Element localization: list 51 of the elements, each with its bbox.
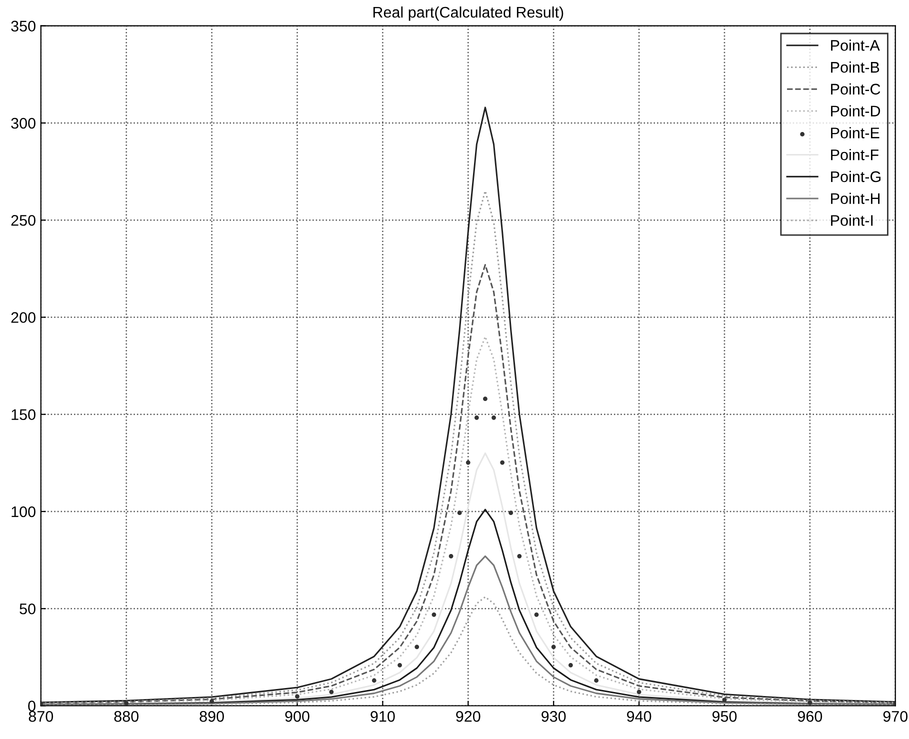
y-tick-label: 50 xyxy=(20,603,36,614)
legend-label: Point-H xyxy=(831,192,880,204)
y-tick-label: 100 xyxy=(12,506,36,518)
point xyxy=(398,662,402,668)
x-tick-label: 910 xyxy=(370,711,395,722)
y-tick-label: 350 xyxy=(11,20,36,32)
x-tick-label: 940 xyxy=(627,711,652,722)
y-tick-label: 300 xyxy=(11,118,36,129)
legend-label: Point-B xyxy=(831,61,880,73)
point xyxy=(636,690,642,694)
x-tick-label: 920 xyxy=(456,711,480,722)
point xyxy=(466,460,470,465)
legend-label: Point-F xyxy=(831,149,878,160)
y-tick-label: 200 xyxy=(11,312,36,323)
legend-label: Point-E xyxy=(831,127,880,138)
x-tick-label: 930 xyxy=(542,711,566,722)
chart-title: Real part(Calculated Result) xyxy=(373,6,564,21)
point xyxy=(210,699,214,704)
x-tick-label: 870 xyxy=(28,711,54,722)
y-tick-label: 250 xyxy=(11,214,36,226)
point xyxy=(492,415,496,420)
point xyxy=(483,396,488,402)
y-tick-label: 0 xyxy=(28,700,36,712)
point xyxy=(474,415,479,420)
x-tick-label: 970 xyxy=(883,711,908,722)
point xyxy=(414,644,420,650)
x-tick-label: 950 xyxy=(712,711,737,722)
point xyxy=(594,678,598,683)
point xyxy=(568,662,573,668)
point xyxy=(372,678,376,683)
legend-label: Point-C xyxy=(831,83,880,95)
point xyxy=(448,554,454,558)
point xyxy=(295,694,300,699)
x-tick-label: 880 xyxy=(114,711,138,722)
point xyxy=(551,644,556,650)
x-tick-label: 890 xyxy=(200,711,224,722)
legend-label: Point-G xyxy=(831,170,880,182)
point xyxy=(722,698,727,702)
point xyxy=(500,460,505,465)
x-tick-label: 960 xyxy=(798,711,822,722)
point xyxy=(457,510,462,516)
legend-label: Point-I xyxy=(831,214,873,226)
point xyxy=(517,554,522,558)
point xyxy=(432,612,436,617)
point xyxy=(534,612,539,617)
x-tick-label: 900 xyxy=(285,711,310,722)
point xyxy=(329,690,334,694)
legend-label: Point-D xyxy=(831,105,880,116)
legend-label: Point-A xyxy=(831,40,880,51)
point xyxy=(508,510,514,516)
y-tick-label: 150 xyxy=(12,409,36,420)
